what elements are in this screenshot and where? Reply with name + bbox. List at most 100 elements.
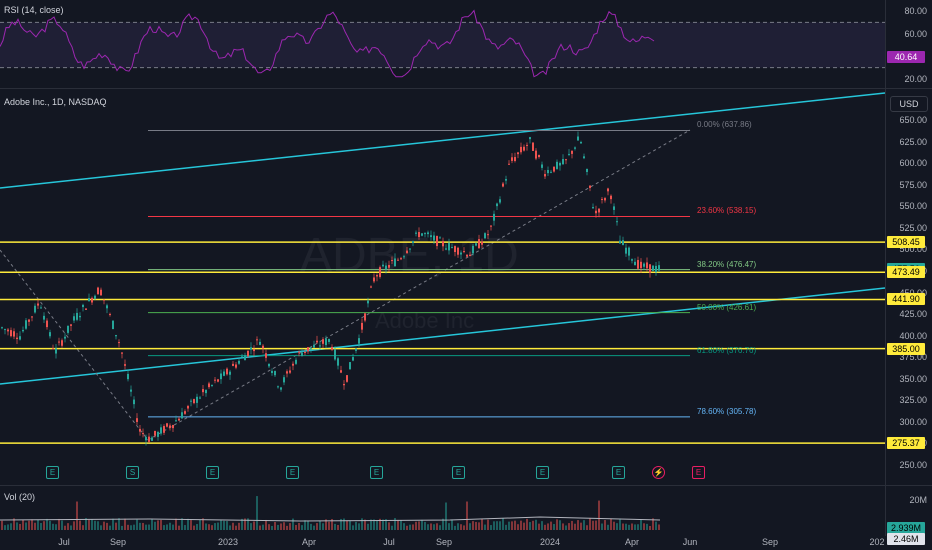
pane-separator[interactable] — [0, 485, 932, 486]
candle-body — [148, 436, 150, 442]
candle-body — [553, 166, 555, 172]
earnings-event-icon[interactable]: E — [536, 466, 549, 479]
candle-body — [220, 373, 222, 380]
candle-body — [457, 247, 459, 255]
candle-body — [346, 375, 348, 382]
candle-body — [466, 254, 468, 257]
candle-body — [64, 336, 66, 339]
candle-body — [112, 320, 114, 330]
candle-body — [262, 345, 264, 349]
rsi-axis[interactable]: 80.00 60.00 20.00 — [885, 0, 932, 88]
volume-bar — [202, 518, 204, 530]
volume-bar — [163, 525, 165, 530]
candle-body — [349, 362, 351, 370]
volume-bar — [610, 518, 612, 530]
candle-body — [445, 248, 447, 250]
flash-event-icon[interactable]: ⚡ — [652, 466, 665, 479]
volume-bar — [232, 522, 234, 530]
candle-body — [115, 335, 117, 337]
candle-body — [475, 243, 477, 246]
candle-body — [358, 338, 360, 344]
candle-body — [49, 332, 51, 337]
candle-body — [607, 188, 609, 192]
candle-body — [502, 183, 504, 187]
volume-bar — [118, 518, 120, 530]
candle-body — [517, 152, 519, 155]
earnings-event-icon[interactable]: E — [46, 466, 59, 479]
candle-body — [274, 370, 276, 376]
volume-bar — [337, 524, 339, 530]
pane-separator[interactable] — [0, 88, 932, 89]
volume-bar — [109, 525, 111, 530]
candle-body — [355, 348, 357, 351]
earnings-event-icon[interactable]: E — [370, 466, 383, 479]
candle-body — [574, 147, 576, 149]
rsi-plot — [0, 9, 885, 78]
split-event-icon[interactable]: S — [126, 466, 139, 479]
price-tick: 450.00 — [899, 288, 927, 298]
volume-bar — [181, 518, 183, 530]
candle-body — [412, 241, 414, 243]
volume-bar — [394, 518, 396, 530]
earnings-event-icon[interactable]: E — [612, 466, 625, 479]
date-tick: 2024 — [539, 537, 561, 547]
volume-bar — [622, 523, 624, 530]
candle-body — [406, 250, 408, 254]
candle-body — [631, 259, 633, 261]
volume-bar — [166, 524, 168, 530]
volume-bar — [271, 525, 273, 530]
volume-bar — [130, 525, 132, 530]
candle-body — [352, 357, 354, 361]
volume-bar — [331, 519, 333, 530]
price-tick: 400.00 — [899, 330, 927, 341]
candle-body — [337, 358, 339, 366]
volume-bar — [268, 524, 270, 530]
volume-bar — [613, 521, 615, 530]
candle-body — [649, 264, 651, 273]
volume-bar — [31, 519, 33, 530]
rsi-pane[interactable]: RSI (14, close) — [0, 0, 885, 88]
volume-bar — [343, 518, 345, 530]
volume-bar — [1, 520, 3, 530]
volume-bar — [49, 520, 51, 530]
volume-bar — [295, 524, 297, 530]
candle-body — [241, 356, 243, 358]
earnings-event-icon[interactable]: E — [452, 466, 465, 479]
volume-bar — [160, 519, 162, 530]
volume-bar — [418, 521, 420, 530]
volume-bar — [472, 521, 474, 530]
volume-bar — [625, 523, 627, 530]
candle-body — [190, 400, 192, 402]
volume-ma-tag: 2.46M — [887, 533, 925, 545]
volume-bar — [211, 525, 213, 530]
earnings-event-icon[interactable]: E — [286, 466, 299, 479]
volume-bar — [448, 523, 450, 530]
candle-body — [532, 142, 534, 151]
candle-body — [169, 425, 171, 428]
volume-bar — [88, 519, 90, 530]
earnings-event-icon[interactable]: E — [206, 466, 219, 479]
candle-body — [514, 157, 516, 162]
volume-bar — [265, 519, 267, 530]
candle-body — [124, 364, 126, 366]
currency-button[interactable]: USD — [890, 96, 928, 112]
volume-bar — [190, 520, 192, 530]
candle-body — [208, 383, 210, 388]
price-axis[interactable]: 650.00 625.00 600.00 575.00 550.00 525.00 500.… — [885, 89, 932, 485]
candle-body — [205, 389, 207, 394]
volume-pane[interactable]: Vol (20) — [0, 486, 885, 550]
candle-body — [382, 264, 384, 267]
volume-bar — [373, 519, 375, 530]
time-axis[interactable]: Jul Sep 2023 Apr Jul Sep 2024 Apr Jun Sep 202 — [0, 536, 885, 550]
volume-bar — [283, 522, 285, 530]
volume-bar — [400, 520, 402, 530]
candle-body — [538, 155, 540, 158]
price-pane[interactable]: ADBE, 1D Adobe Inc Adobe Inc., 1D, NASDA… — [0, 90, 885, 485]
volume-bar — [43, 521, 45, 530]
volume-bar — [112, 518, 114, 530]
candle-body — [526, 144, 528, 146]
candle-body — [388, 264, 390, 268]
fib-level-label: 61.80% (376.76) — [697, 345, 757, 355]
dividend-event-icon[interactable]: E — [692, 466, 705, 479]
volume-bar — [646, 523, 648, 530]
